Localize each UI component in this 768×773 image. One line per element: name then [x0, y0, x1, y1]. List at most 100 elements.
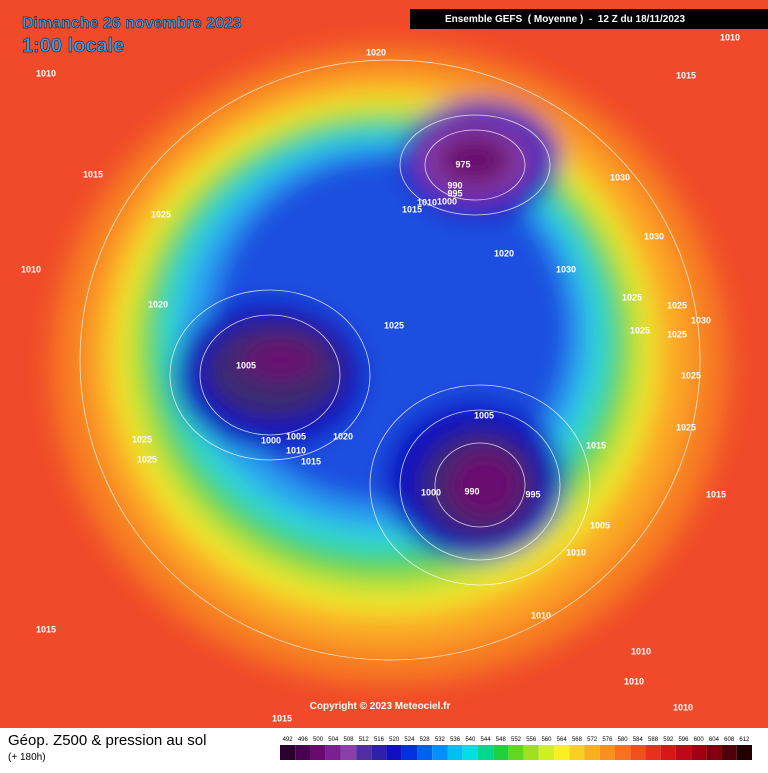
- isobar-label: 1020: [333, 431, 353, 441]
- isobar-label: 1025: [622, 292, 642, 302]
- scale-level: 500: [313, 737, 324, 743]
- scale-level: 528: [420, 737, 431, 743]
- scale-level: 512: [359, 737, 370, 743]
- scale-level: 588: [648, 737, 659, 743]
- isobar-label: 1030: [644, 231, 664, 241]
- scale-level: 580: [618, 737, 629, 743]
- scale-level: 608: [724, 737, 735, 743]
- scale-level: 540: [465, 737, 476, 743]
- isobar-label: 990: [447, 180, 462, 190]
- scale-level: 492: [283, 737, 294, 743]
- isobar-label: 1005: [236, 360, 256, 370]
- scale-level: 592: [663, 737, 674, 743]
- scale-swatch: [706, 745, 722, 760]
- isobar-label: 1000: [437, 196, 457, 206]
- isobar-label: 1015: [83, 169, 103, 179]
- isobar-label: 1030: [610, 172, 630, 182]
- scale-swatch: [614, 745, 631, 760]
- isobar-label: 1025: [667, 329, 687, 339]
- isobar-label: 1015: [36, 624, 56, 634]
- scale-swatch: [325, 745, 341, 760]
- isobar-label: 1005: [590, 520, 610, 530]
- scale-swatch: [599, 745, 615, 760]
- isobar-label: 1010: [720, 32, 740, 42]
- scale-swatch: [508, 745, 524, 760]
- scale-swatch: [432, 745, 448, 760]
- scale-swatch: [356, 745, 372, 760]
- footer-title: Géop. Z500 & pression au sol: [8, 732, 206, 749]
- scale-swatch: [660, 745, 676, 760]
- isobar-label: 1020: [494, 248, 514, 258]
- scale-level: 496: [298, 737, 309, 743]
- scale-swatch: [386, 745, 402, 760]
- isobar-label: 1010: [673, 702, 693, 712]
- scale-level: 504: [328, 737, 339, 743]
- isobar-label: 1025: [137, 454, 157, 464]
- isobar-label: 1015: [402, 204, 422, 214]
- isobar-label: 995: [447, 188, 462, 198]
- isobar-label: 1010: [631, 646, 651, 656]
- isobar-label: 1030: [691, 315, 711, 325]
- map-background: [0, 0, 768, 728]
- isobar-label: 1000: [421, 487, 441, 497]
- scale-swatch: [295, 745, 311, 760]
- scale-swatch: [736, 745, 752, 760]
- lead-time: (+ 180h): [8, 752, 46, 763]
- local-time: 1:00 locale: [22, 35, 124, 57]
- isobar-label: 1010: [417, 197, 437, 207]
- scale-level: 508: [344, 737, 355, 743]
- scale-swatch: [371, 745, 387, 760]
- scale-level: 536: [450, 737, 461, 743]
- isobar-label: 1025: [667, 300, 687, 310]
- scale-level: 572: [587, 737, 598, 743]
- isobar-label: 1010: [21, 264, 41, 274]
- scale-swatch: [538, 745, 555, 760]
- isobar-label: 1025: [681, 370, 701, 380]
- scale-swatch: [340, 745, 357, 760]
- scale-swatch: [280, 745, 296, 760]
- isobar-label: 1010: [624, 676, 644, 686]
- isobar-label: 1015: [676, 70, 696, 80]
- scale-swatch: [462, 745, 478, 760]
- isobar-label: 1005: [286, 431, 306, 441]
- scale-swatch: [493, 745, 509, 760]
- scale-swatch: [645, 745, 661, 760]
- scale-swatch: [417, 745, 433, 760]
- isobar-label: 1000: [261, 435, 281, 445]
- model-box: [410, 9, 768, 29]
- scale-level: 564: [557, 737, 568, 743]
- isobar-label: 1025: [132, 434, 152, 444]
- copyright: Copyright © 2023 Meteociel.fr: [310, 701, 451, 712]
- isobar-label: 995: [525, 489, 540, 499]
- isobar-label: 1030: [556, 264, 576, 274]
- scale-swatch: [675, 745, 692, 760]
- scale-level: 576: [602, 737, 613, 743]
- isobar-label: 1025: [676, 422, 696, 432]
- scale-level: 544: [481, 737, 492, 743]
- scale-swatch: [721, 745, 737, 760]
- scale-level: 556: [526, 737, 537, 743]
- scale-swatch: [569, 745, 585, 760]
- scale-swatch: [310, 745, 326, 760]
- scale-level: 548: [496, 737, 507, 743]
- isobar-label: 1010: [566, 547, 586, 557]
- isobar-label: 1010: [36, 68, 56, 78]
- scale-swatch: [584, 745, 600, 760]
- scale-level: 560: [541, 737, 552, 743]
- isobar-label: 1020: [366, 47, 386, 57]
- scale-swatch: [691, 745, 707, 760]
- isobar-label: 1015: [301, 456, 321, 466]
- scale-level: 604: [709, 737, 720, 743]
- model-info: Ensemble GEFS ( Moyenne ) - 12 Z du 18/1…: [445, 14, 686, 25]
- scale-level: 596: [678, 737, 689, 743]
- isobar-label: 1020: [148, 299, 168, 309]
- scale-level: 552: [511, 737, 522, 743]
- scale-swatch: [477, 745, 494, 760]
- scale-level: 600: [694, 737, 705, 743]
- isobar-label: 1010: [531, 610, 551, 620]
- scale-swatch: [401, 745, 418, 760]
- isobar-label: 1025: [630, 325, 650, 335]
- scale-level: 524: [404, 737, 415, 743]
- scale-level: 568: [572, 737, 583, 743]
